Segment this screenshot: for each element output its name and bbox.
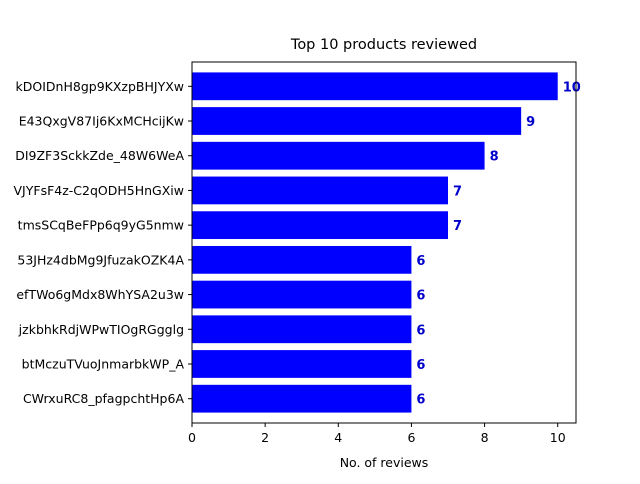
bar-5 bbox=[192, 211, 448, 240]
value-label-1: 10 bbox=[563, 80, 581, 95]
x-tick-label-0: 0 bbox=[188, 430, 196, 445]
value-label-5: 7 bbox=[453, 219, 462, 234]
bar-10 bbox=[192, 384, 412, 413]
bar-7 bbox=[192, 280, 412, 309]
value-label-10: 6 bbox=[416, 393, 425, 408]
chart-title: Top 10 products reviewed bbox=[290, 37, 477, 53]
value-label-4: 7 bbox=[453, 184, 462, 199]
y-tick-label-5: tmsSCqBeFPp6q9yG5nmw bbox=[18, 218, 184, 233]
value-label-7: 6 bbox=[416, 289, 425, 304]
bar-8 bbox=[192, 315, 412, 344]
x-tick-label-2: 2 bbox=[261, 430, 269, 445]
value-label-8: 6 bbox=[416, 323, 425, 338]
y-tick-label-2: E43QxgV87Ij6KxMCHcijKw bbox=[19, 114, 184, 129]
bar-3 bbox=[192, 141, 485, 170]
y-tick-label-4: VJYFsF4z-C2qODH5HnGXiw bbox=[14, 183, 185, 198]
y-tick-label-10: CWrxuRC8_pfagpchtHp6A bbox=[23, 391, 184, 406]
x-axis: 0 2 4 6 8 10 bbox=[188, 423, 566, 445]
value-label-9: 6 bbox=[416, 358, 425, 373]
y-tick-label-8: jzkbhkRdjWPwTIOgRGgglg bbox=[18, 322, 184, 337]
y-tick-label-9: btMczuTVuoJnmarbkWP_A bbox=[22, 356, 185, 371]
plot-frame bbox=[191, 61, 577, 424]
x-tick-label-4: 4 bbox=[334, 430, 342, 445]
bar-2 bbox=[192, 107, 522, 135]
value-label-2: 9 bbox=[526, 115, 535, 130]
y-tick-label-3: DI9ZF3SckkZde_48W6WeA bbox=[15, 148, 184, 163]
value-labels-group: 10 9 8 7 7 6 6 6 6 6 bbox=[416, 80, 580, 407]
y-tick-label-1: kDOIDnH8gp9KXzpBHJYXw bbox=[16, 79, 184, 94]
y-tick-label-7: efTWo6gMdx8WhYSA2u3w bbox=[16, 287, 184, 302]
bar-9 bbox=[192, 350, 412, 378]
x-tick-label-6: 6 bbox=[407, 430, 415, 445]
y-tick-label-6: 53JHz4dbMg9JfuzakOZK4A bbox=[17, 252, 184, 267]
x-tick-label-10: 10 bbox=[550, 430, 566, 445]
bar-6 bbox=[192, 245, 412, 274]
bar-1 bbox=[192, 72, 558, 101]
bar-4 bbox=[192, 176, 448, 205]
bars-group bbox=[192, 72, 558, 413]
value-label-6: 6 bbox=[416, 254, 425, 269]
y-axis: kDOIDnH8gp9KXzpBHJYXw E43QxgV87Ij6KxMCHci… bbox=[14, 79, 192, 406]
value-label-3: 8 bbox=[490, 150, 499, 165]
x-tick-label-8: 8 bbox=[481, 430, 489, 445]
x-axis-label: No. of reviews bbox=[340, 455, 429, 470]
